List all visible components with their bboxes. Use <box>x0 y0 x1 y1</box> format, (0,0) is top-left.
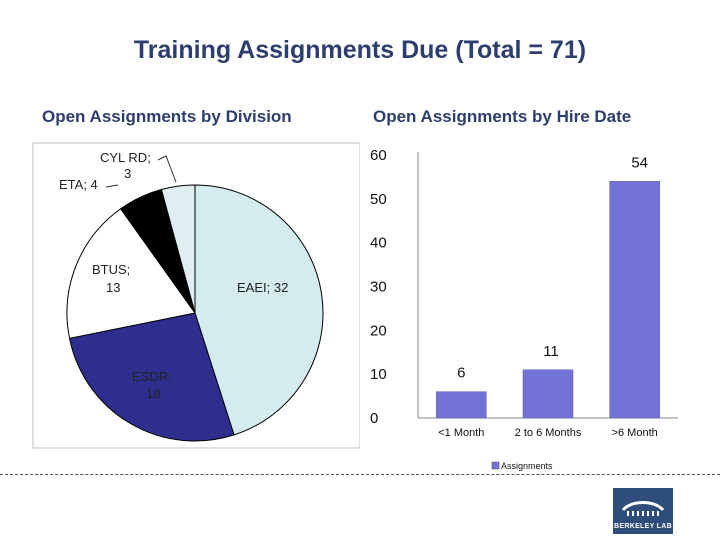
bar-1 <box>436 391 487 419</box>
pie-chart-title: Open Assignments by Division <box>42 107 292 126</box>
y-tick-label: 50 <box>370 191 387 208</box>
pie-slice-eaei <box>194 184 324 436</box>
pie-label-eaei: EAEI; 32 <box>237 280 288 295</box>
legend-label: Assignments <box>501 461 553 471</box>
x-category-label: 2 to 6 Months <box>515 427 582 439</box>
pie-chart: EAEI; 32 ESDR; 19 BTUS; 13 ETA; 4 CYL RD… <box>32 142 360 449</box>
bar-2 <box>522 369 574 419</box>
pie-label-btus-name: BTUS; <box>92 262 130 277</box>
pie-label-eta: ETA; 4 <box>59 177 98 192</box>
bar-chart: 0 10 20 30 40 50 60 6 11 54 <1 Month 2 to 6 Month… <box>370 147 678 471</box>
y-tick-label: 60 <box>370 147 387 164</box>
legend-swatch <box>491 461 500 470</box>
pie-label-esdr-value: 19 <box>146 386 160 401</box>
x-category-label: >6 Month <box>612 427 658 439</box>
pie-label-btus-value: 13 <box>106 280 120 295</box>
lab-building-icon <box>621 501 665 516</box>
pie-slice-cyl-rd <box>160 184 196 314</box>
y-tick-label: 30 <box>370 279 387 296</box>
bar-value-label: 11 <box>543 343 559 360</box>
y-tick-label: 40 <box>370 235 387 252</box>
page-title: Training Assignments Due (Total = 71) <box>133 36 587 64</box>
leader-line-eta <box>105 184 119 188</box>
y-tick-label: 10 <box>370 366 387 383</box>
pie-label-cylrd-value: 3 <box>124 166 131 181</box>
bar-value-label: 54 <box>631 154 648 171</box>
x-category-label: <1 Month <box>438 427 484 439</box>
y-tick-label: 0 <box>370 410 378 427</box>
pie-label-esdr-name: ESDR; <box>132 369 172 384</box>
leader-line-cylrd <box>157 155 177 183</box>
pie-slice-btus <box>66 208 196 339</box>
berkeley-lab-logo: BERKELEY LAB <box>613 488 673 534</box>
bar-chart-title: Open Assignments by Hire Date <box>373 107 632 126</box>
bar-3 <box>609 181 660 419</box>
bar-value-label: 6 <box>457 365 465 382</box>
logo-text: BERKELEY LAB <box>614 523 672 530</box>
pie-slice-esdr <box>68 312 235 442</box>
footer-divider <box>0 474 720 475</box>
y-tick-label: 20 <box>370 322 387 339</box>
pie-label-cylrd-name: CYL RD; <box>100 150 151 165</box>
